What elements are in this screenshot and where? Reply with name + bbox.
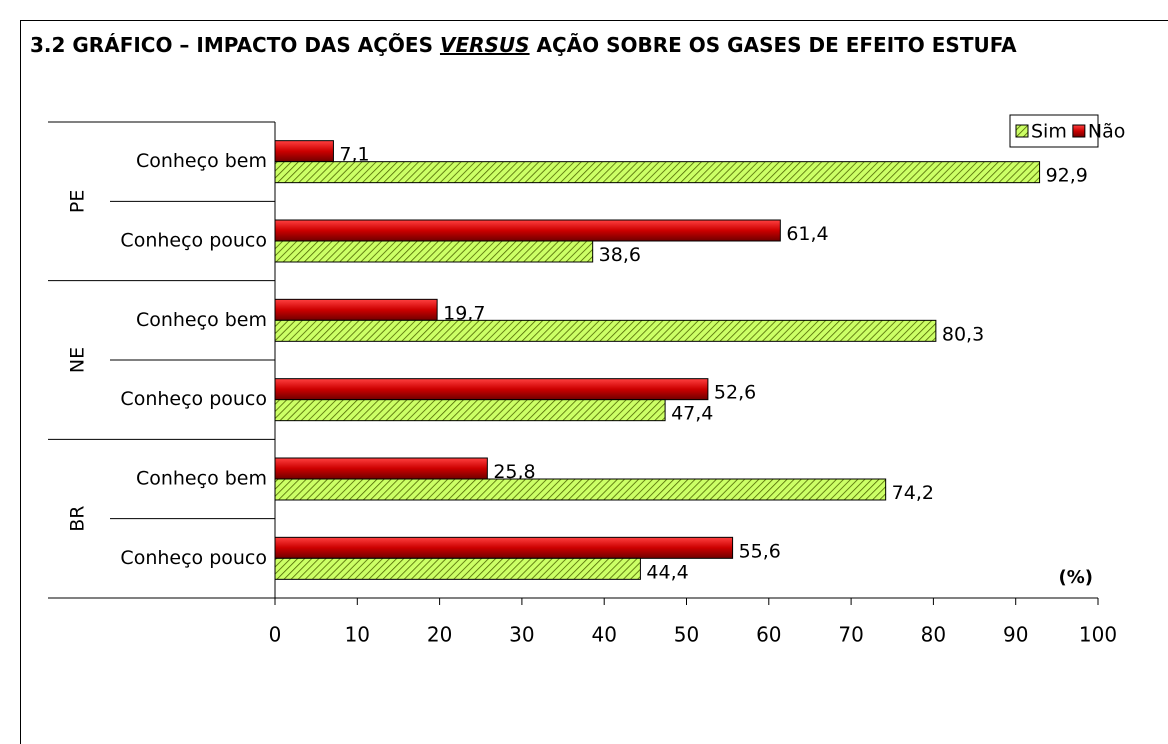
- value-label: 92,9: [1046, 165, 1088, 187]
- bar: [274, 219, 781, 242]
- x-tick-label: 30: [509, 623, 534, 647]
- category-label: Conheço bem: [136, 309, 267, 331]
- title-emphasis: VERSUS: [440, 33, 530, 57]
- value-label: 52,6: [714, 382, 756, 404]
- category-label: Conheço bem: [136, 468, 267, 490]
- x-tick-label: 20: [427, 623, 452, 647]
- value-label: 19,7: [443, 302, 485, 324]
- bar: [274, 536, 734, 559]
- chart-title: 3.2 GRÁFICO – IMPACTO DAS AÇÕES VERSUS A…: [30, 33, 1017, 57]
- legend-label: Não: [1088, 121, 1125, 143]
- title-part: 3.2 GRÁFICO – IMPACTO DAS AÇÕES: [30, 33, 440, 57]
- x-tick-label: 10: [345, 623, 370, 647]
- value-label: 44,4: [646, 561, 688, 583]
- group-label: PE: [67, 190, 89, 213]
- x-tick-label: 50: [674, 623, 699, 647]
- x-tick-label: 90: [1003, 623, 1028, 647]
- legend-label: Sim: [1031, 121, 1067, 143]
- value-label: 80,3: [942, 323, 984, 345]
- bar: [274, 399, 666, 422]
- category-label: Conheço pouco: [120, 547, 267, 569]
- group-label: BR: [67, 506, 89, 532]
- bar: [274, 457, 488, 480]
- bar: [274, 161, 1041, 184]
- bar: [274, 240, 594, 263]
- bar: [274, 298, 438, 321]
- category-label: Conheço pouco: [120, 230, 267, 252]
- x-tick-label: 0: [269, 623, 282, 647]
- x-tick-label: 100: [1079, 623, 1117, 647]
- title-part: AÇÃO SOBRE OS GASES DE EFEITO ESTUFA: [530, 33, 1018, 57]
- value-label: 7,1: [339, 144, 369, 166]
- group-label: NE: [67, 347, 89, 373]
- bar: [274, 378, 709, 401]
- legend-swatch: [1072, 124, 1086, 138]
- bar: [274, 319, 937, 342]
- x-axis-label: (%): [1059, 567, 1094, 588]
- category-label: Conheço pouco: [120, 388, 267, 410]
- x-tick-label: 60: [756, 623, 781, 647]
- value-label: 61,4: [786, 223, 828, 245]
- value-label: 25,8: [493, 461, 535, 483]
- bar: [274, 140, 334, 163]
- value-label: 38,6: [599, 244, 641, 266]
- value-label: 74,2: [892, 482, 934, 504]
- bar: [274, 557, 641, 580]
- x-tick-label: 40: [591, 623, 616, 647]
- value-label: 55,6: [739, 540, 781, 562]
- category-label: Conheço bem: [136, 150, 267, 172]
- value-label: 47,4: [671, 403, 713, 425]
- frame: [20, 20, 1168, 744]
- legend-swatch: [1015, 124, 1029, 138]
- x-tick-label: 70: [838, 623, 863, 647]
- bar: [274, 478, 887, 501]
- x-tick-label: 80: [921, 623, 946, 647]
